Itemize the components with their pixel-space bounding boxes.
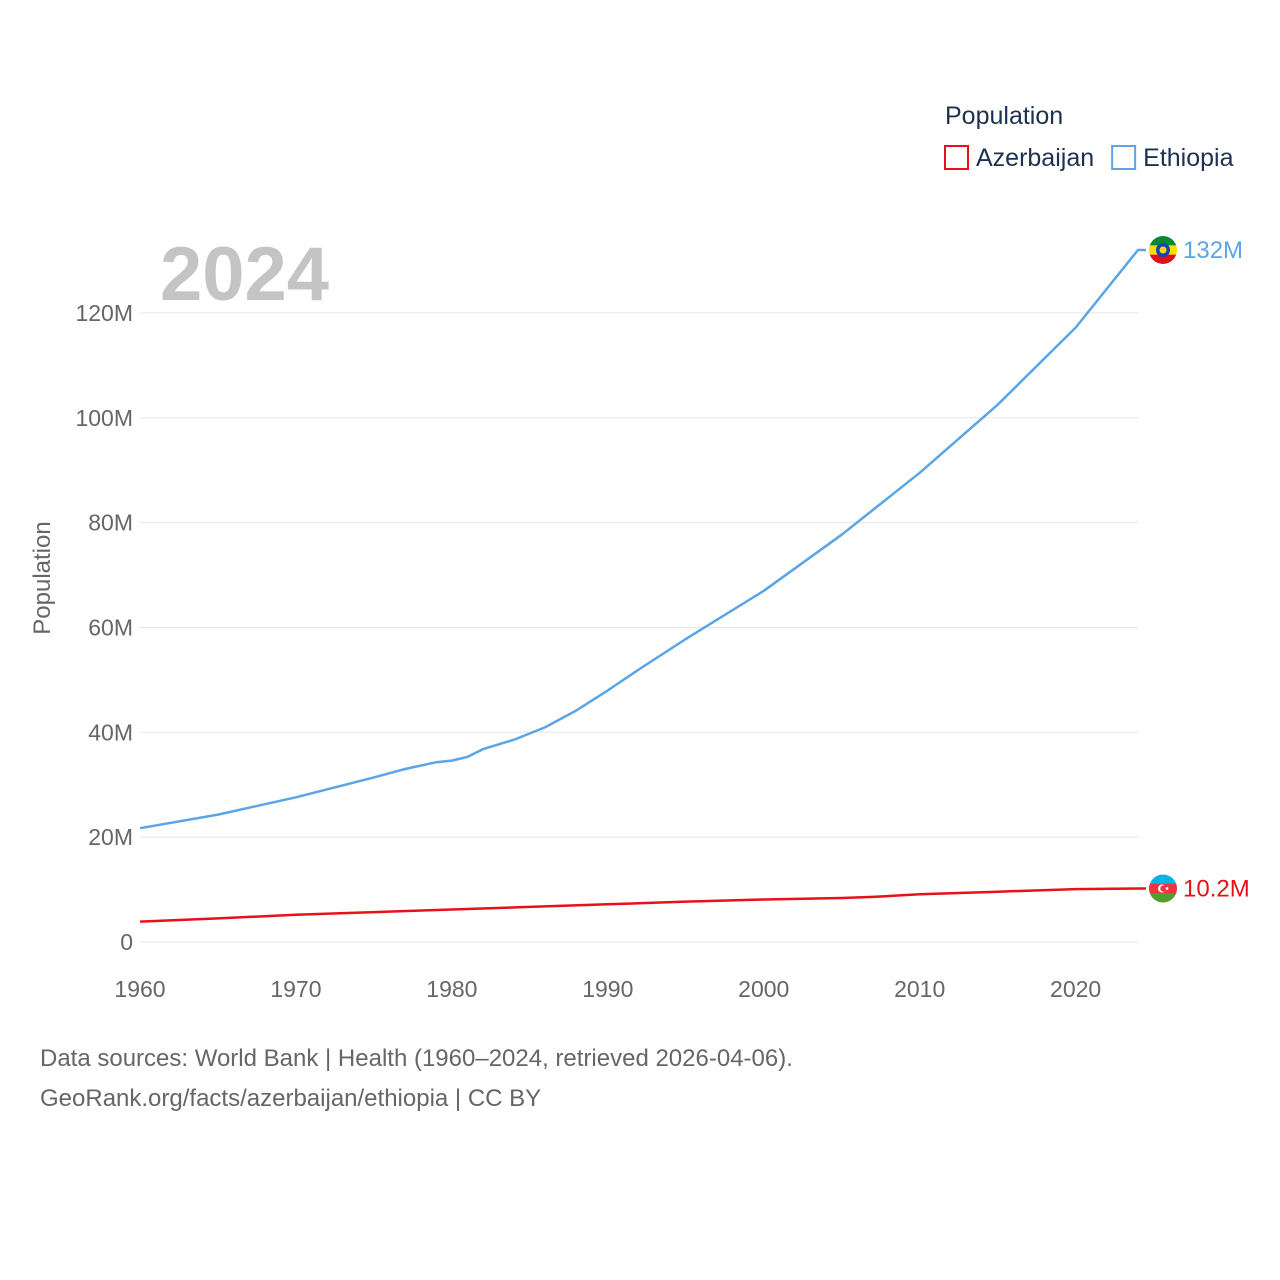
gridlines xyxy=(140,312,1138,943)
legend-label: Ethiopia xyxy=(1143,144,1233,172)
y-tick-label: 40M xyxy=(88,719,133,745)
x-tick-label: 2000 xyxy=(738,976,789,1002)
y-tick-label: 0 xyxy=(120,929,133,955)
legend-swatch xyxy=(1111,145,1137,170)
ethiopia-flag-icon xyxy=(1149,236,1177,264)
footer-attribution[interactable]: GeoRank.org/facts/azerbaijan/ethiopia | … xyxy=(40,1085,542,1112)
y-tick-label: 100M xyxy=(75,405,133,431)
year-label: 2024 xyxy=(160,232,329,317)
y-tick-label: 80M xyxy=(88,510,133,536)
legend-title: Population xyxy=(945,102,1063,130)
end-value-label-ethiopia: 132M xyxy=(1183,237,1243,264)
x-axis-ticks: 1960 1970 1980 1990 2000 2010 2020 xyxy=(114,976,1101,1002)
series: 10.2M 132M xyxy=(139,236,1250,923)
x-tick-label: 1970 xyxy=(270,976,321,1002)
legend: Population Azerbaijan Ethiopia xyxy=(944,102,1234,172)
legend-item-ethiopia[interactable]: Ethiopia xyxy=(1111,144,1234,172)
series-line-ethiopia xyxy=(139,248,1146,830)
azerbaijan-flag-icon xyxy=(1149,874,1177,903)
x-tick-label: 2010 xyxy=(894,976,945,1002)
x-tick-label: 1990 xyxy=(582,976,633,1002)
x-tick-label: 1980 xyxy=(426,976,477,1002)
end-value-label-azerbaijan: 10.2M xyxy=(1183,876,1250,903)
x-tick-label: 1960 xyxy=(114,976,165,1002)
legend-item-azerbaijan[interactable]: Azerbaijan xyxy=(944,144,1094,172)
footer-sources: Data sources: World Bank | Health (1960–… xyxy=(40,1045,793,1072)
series-line-azerbaijan xyxy=(139,887,1146,923)
y-axis-title: Population xyxy=(29,521,56,634)
y-tick-label: 60M xyxy=(88,614,133,640)
legend-swatch xyxy=(944,145,969,170)
legend-label: Azerbaijan xyxy=(976,144,1094,172)
y-axis-ticks: 0 20M 40M 60M 80M 100M 120M xyxy=(75,300,133,955)
x-tick-label: 2020 xyxy=(1050,976,1101,1002)
y-tick-label: 20M xyxy=(88,824,133,850)
y-tick-label: 120M xyxy=(75,300,133,326)
